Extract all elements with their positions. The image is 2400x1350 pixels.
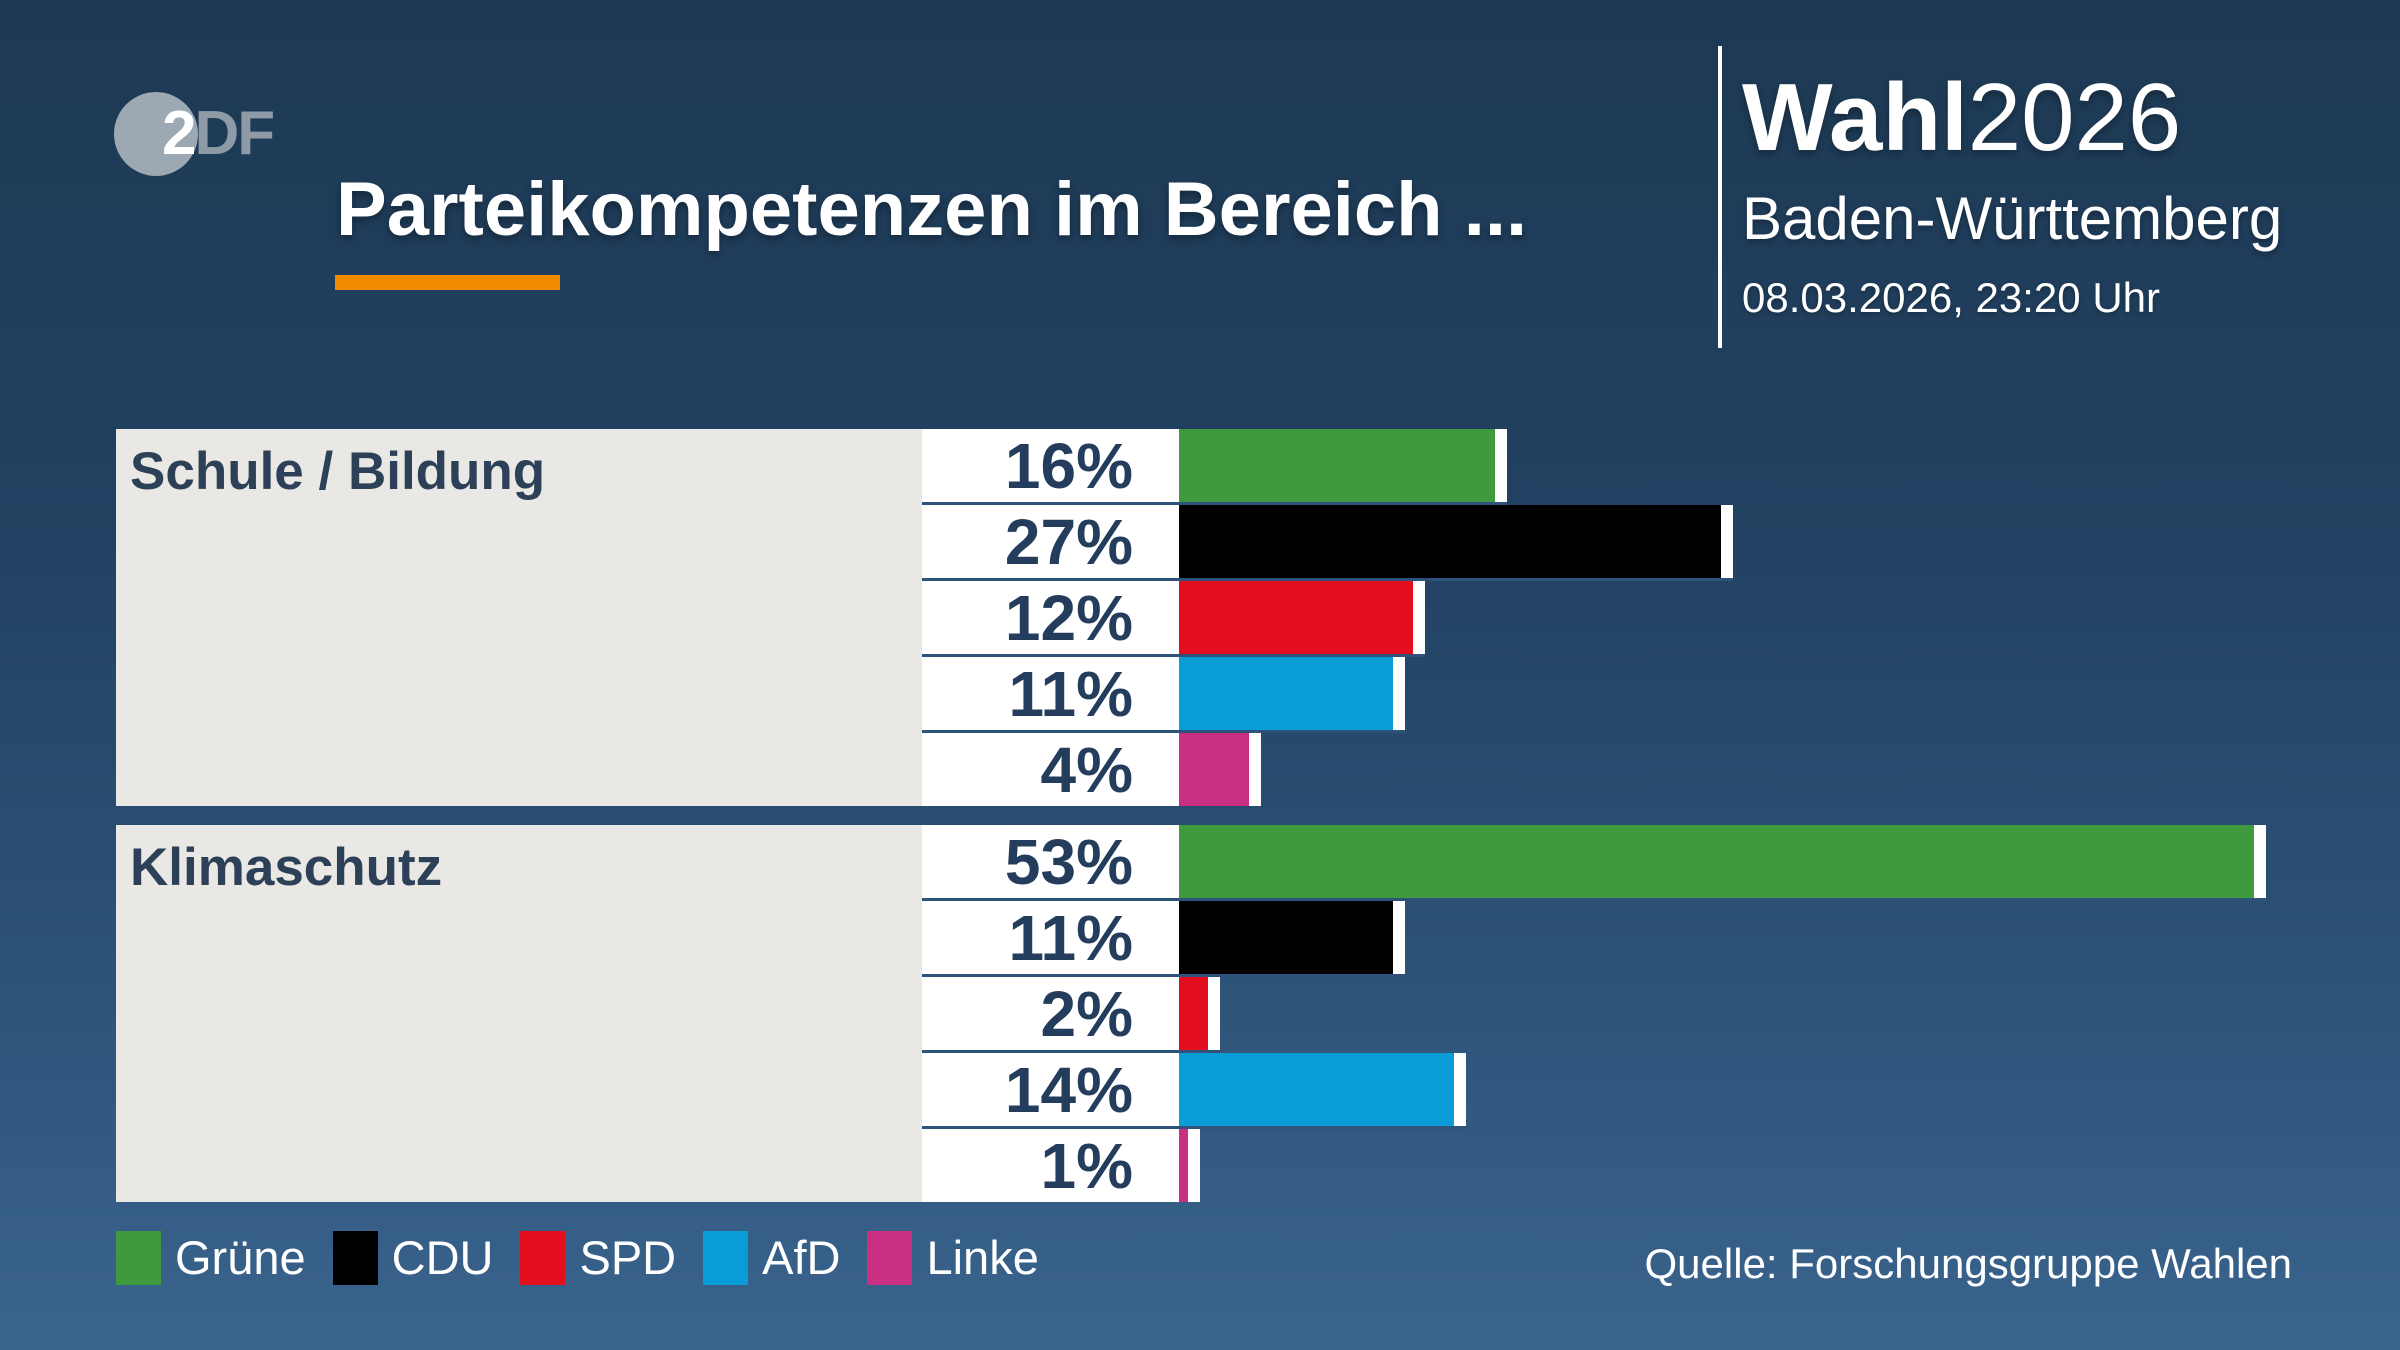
legend-swatch-gruene bbox=[116, 1231, 161, 1285]
legend-label: AfD bbox=[762, 1231, 841, 1284]
brand-datetime: 08.03.2026, 23:20 Uhr bbox=[1742, 274, 2160, 321]
value-label: 53% bbox=[922, 825, 1179, 898]
brand-wahl-text: Wahl bbox=[1742, 64, 1968, 171]
group-rows: 53% 11% 2% 14% 1% bbox=[922, 825, 2266, 1202]
bar-afd bbox=[1179, 657, 1405, 730]
legend-swatch-cdu bbox=[332, 1231, 378, 1285]
legend-item-cdu: CDU bbox=[332, 1231, 494, 1285]
chart-row: 53% bbox=[922, 825, 2266, 901]
source-credit: Quelle: Forschungsgruppe Wahlen bbox=[1644, 1240, 2292, 1287]
legend-item-gruene: Grüne bbox=[116, 1231, 306, 1285]
bar-linke bbox=[1179, 733, 1261, 806]
chart-row: 16% bbox=[922, 429, 1507, 505]
group-label-panel: Schule / Bildung bbox=[116, 429, 922, 806]
bar-cdu bbox=[1179, 901, 1405, 974]
legend-swatch-linke bbox=[867, 1231, 913, 1285]
brand-divider-line bbox=[1718, 46, 1722, 348]
group-label-panel: Klimaschutz bbox=[116, 825, 922, 1202]
chart-group-klimaschutz: Klimaschutz 53% 11% 2% 14% bbox=[116, 825, 2284, 1202]
brand-wordmark: Wahl2026 bbox=[1742, 70, 2181, 166]
value-label: 11% bbox=[922, 657, 1179, 730]
group-label: Schule / Bildung bbox=[130, 442, 546, 501]
value-label: 12% bbox=[922, 581, 1179, 654]
legend-label: SPD bbox=[579, 1231, 677, 1284]
zdf-logo-text: 2DF bbox=[162, 99, 275, 168]
value-label: 1% bbox=[922, 1129, 1179, 1202]
bar-gruene bbox=[1179, 825, 2266, 898]
value-label: 16% bbox=[922, 429, 1179, 502]
bar-cdu bbox=[1179, 505, 1733, 578]
title-accent-underline bbox=[335, 275, 560, 290]
legend-label: CDU bbox=[391, 1231, 494, 1284]
legend-label: Grüne bbox=[175, 1231, 306, 1284]
bar-spd bbox=[1179, 581, 1425, 654]
page-title: Parteikompetenzen im Bereich ... bbox=[336, 167, 1528, 252]
bar-chart: Schule / Bildung 16% 27% 12% 11% bbox=[116, 429, 2284, 1202]
legend-item-linke: Linke bbox=[867, 1231, 1039, 1285]
value-label: 27% bbox=[922, 505, 1179, 578]
zdf-logo-df: DF bbox=[194, 99, 275, 168]
chart-row: 14% bbox=[922, 1053, 1466, 1129]
value-label: 14% bbox=[922, 1053, 1179, 1126]
chart-row: 12% bbox=[922, 581, 1425, 657]
zdf-logo-circle bbox=[114, 92, 198, 176]
bar-afd bbox=[1179, 1053, 1466, 1126]
brand-region: Baden-Württemberg bbox=[1742, 185, 2283, 252]
chart-row: 11% bbox=[922, 901, 1405, 977]
chart-row: 4% bbox=[922, 733, 1261, 806]
group-rows: 16% 27% 12% 11% 4% bbox=[922, 429, 1733, 806]
zdf-logo: 2DF bbox=[114, 92, 284, 178]
legend-swatch-spd bbox=[520, 1231, 566, 1285]
bar-linke bbox=[1179, 1129, 1200, 1202]
brand-year: 2026 bbox=[1967, 64, 2182, 171]
value-label: 2% bbox=[922, 977, 1179, 1050]
bar-gruene bbox=[1179, 429, 1507, 502]
legend-swatch-afd bbox=[703, 1231, 749, 1285]
value-label: 11% bbox=[922, 901, 1179, 974]
chart-group-schule-bildung: Schule / Bildung 16% 27% 12% 11% bbox=[116, 429, 2284, 806]
value-label: 4% bbox=[922, 733, 1179, 806]
chart-row: 1% bbox=[922, 1129, 1200, 1202]
bar-spd bbox=[1179, 977, 1220, 1050]
zdf-logo-2: 2 bbox=[162, 99, 197, 168]
legend: Grüne CDU SPD AfD Linke bbox=[116, 1231, 1066, 1285]
legend-item-afd: AfD bbox=[703, 1231, 840, 1285]
legend-label: Linke bbox=[926, 1231, 1039, 1284]
legend-item-spd: SPD bbox=[520, 1231, 676, 1285]
group-label: Klimaschutz bbox=[130, 838, 443, 897]
chart-row: 2% bbox=[922, 977, 1220, 1053]
chart-row: 11% bbox=[922, 657, 1405, 733]
chart-row: 27% bbox=[922, 505, 1733, 581]
